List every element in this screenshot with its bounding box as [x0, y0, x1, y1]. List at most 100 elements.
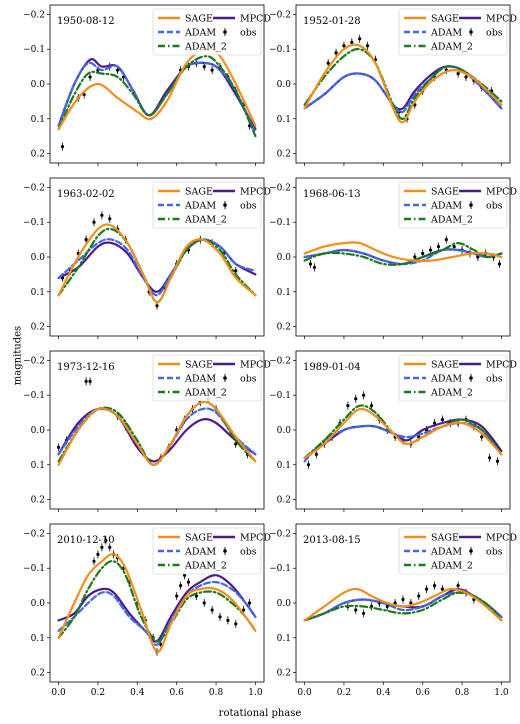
obs-point: [440, 417, 444, 422]
y-tick-label: 0.1: [277, 115, 291, 125]
y-tick-label: 0.1: [31, 288, 45, 298]
y-tick-label: 0.2: [277, 323, 291, 333]
y-tick-label: 0.1: [31, 115, 45, 125]
legend-label-adam_2: ADAM_2: [430, 215, 473, 226]
obs-point: [234, 622, 238, 626]
legend-label-mpcd: MPCD: [240, 14, 271, 25]
obs-point: [413, 255, 417, 259]
legend-label-mpcd: MPCD: [486, 14, 517, 25]
legend-marker-obs-dot: [223, 203, 227, 207]
y-tick-label: 0.1: [277, 288, 291, 298]
y-tick-label: −0.1: [269, 45, 291, 55]
y-tick-label: 0.1: [31, 461, 45, 471]
obs-point: [497, 262, 502, 266]
obs-point: [84, 238, 88, 242]
legend-label-sage: SAGE: [185, 187, 213, 198]
panel-title: 1989-01-04: [303, 362, 361, 373]
obs-point: [432, 584, 437, 588]
legend-label-adam_2: ADAM_2: [430, 388, 473, 399]
y-tick-label: 0.0: [31, 253, 46, 263]
y-tick-label: 0.0: [31, 426, 46, 436]
obs-point: [432, 421, 437, 425]
series-line-sage: [303, 43, 503, 124]
plot-area: [56, 377, 257, 466]
legend-label-sage: SAGE: [431, 360, 459, 371]
obs-point: [354, 608, 358, 612]
series-line-sage: [57, 47, 257, 131]
y-tick-label: 0.1: [31, 634, 45, 644]
y-tick-label: −0.1: [23, 391, 45, 401]
legend-label-mpcd: MPCD: [240, 187, 271, 198]
obs-point: [182, 573, 187, 577]
legend-label-sage: SAGE: [431, 533, 459, 544]
panel-title: 1968-06-13: [303, 189, 361, 200]
panel-1: −0.2 −0.1 0.0 0.1 0.2 1950-08-12 SAGE MPCD ADAM o…: [23, 4, 271, 166]
legend-marker-obs-dot: [469, 30, 473, 34]
obs-point: [242, 608, 246, 612]
y-tick-label: −0.2: [23, 183, 45, 193]
panel-title: 1950-08-12: [57, 16, 115, 27]
panel-3: −0.2 −0.1 0.0 0.1 0.2 1963-02-02 SAGE MPCD ADAM o…: [23, 177, 271, 339]
legend-marker-obs-dot: [469, 549, 473, 553]
obs-point: [306, 463, 311, 467]
obs-point: [464, 75, 468, 79]
obs-point: [100, 213, 104, 217]
legend-label-adam: ADAM: [430, 547, 462, 558]
obs-point: [358, 37, 362, 41]
obs-point: [346, 404, 350, 408]
legend-box: [398, 527, 508, 575]
obs-point: [314, 452, 318, 456]
obs-point: [365, 44, 370, 48]
obs-point: [456, 71, 460, 76]
y-tick-label: −0.2: [23, 529, 45, 539]
legend-box: [398, 8, 508, 56]
series-line-adam: [303, 65, 503, 114]
series-line-sage: [303, 407, 503, 459]
obs-point: [116, 68, 120, 72]
obs-point: [155, 304, 159, 308]
legend-label-mpcd: MPCD: [486, 187, 517, 198]
obs-point: [234, 269, 238, 273]
x-tick-label: 1.0: [494, 688, 509, 698]
legend-label-obs: obs: [486, 201, 503, 212]
obs-point: [108, 217, 112, 221]
obs-point: [452, 244, 456, 249]
x-tick-label: 0.4: [130, 688, 145, 698]
legend-label-adam: ADAM: [430, 28, 462, 39]
legend-label-obs: obs: [486, 374, 503, 385]
obs-point: [202, 65, 206, 69]
obs-point: [186, 580, 191, 584]
legend-label-sage: SAGE: [431, 14, 459, 25]
y-tick-label: 0.2: [31, 150, 45, 160]
obs-point: [480, 435, 484, 439]
series-line-sage: [303, 587, 503, 622]
legend-label-mpcd: MPCD: [240, 533, 271, 544]
obs-point: [456, 584, 460, 588]
legend-box: [152, 354, 262, 402]
obs-point: [194, 594, 198, 598]
series-line-adam_2: [303, 47, 503, 120]
obs-point: [436, 244, 441, 249]
series-line-sage: [57, 223, 257, 304]
legend: SAGE MPCD ADAM obs ADAM_2: [152, 181, 271, 229]
plot-area: [303, 235, 503, 272]
obs-point: [350, 40, 354, 44]
legend-label-sage: SAGE: [185, 14, 213, 25]
legend-label-adam_2: ADAM_2: [184, 388, 227, 399]
legend-marker-obs-dot: [469, 203, 473, 207]
legend-label-obs: obs: [240, 28, 257, 39]
obs-point: [342, 44, 346, 48]
legend-marker-obs-dot: [469, 376, 473, 380]
obs-point: [100, 545, 104, 549]
panel-4: −0.2 −0.1 0.0 0.1 0.2 1968-06-13 SAGE MPCD ADAM o…: [269, 177, 517, 339]
obs-point: [108, 545, 112, 549]
plot-area: [57, 47, 257, 151]
obs-point: [409, 601, 413, 605]
y-tick-label: 0.2: [277, 150, 291, 160]
legend-label-mpcd: MPCD: [240, 360, 271, 371]
obs-point: [92, 220, 96, 224]
legend-label-sage: SAGE: [185, 533, 213, 544]
legend-label-adam: ADAM: [184, 547, 216, 558]
y-tick-label: −0.2: [23, 356, 45, 366]
